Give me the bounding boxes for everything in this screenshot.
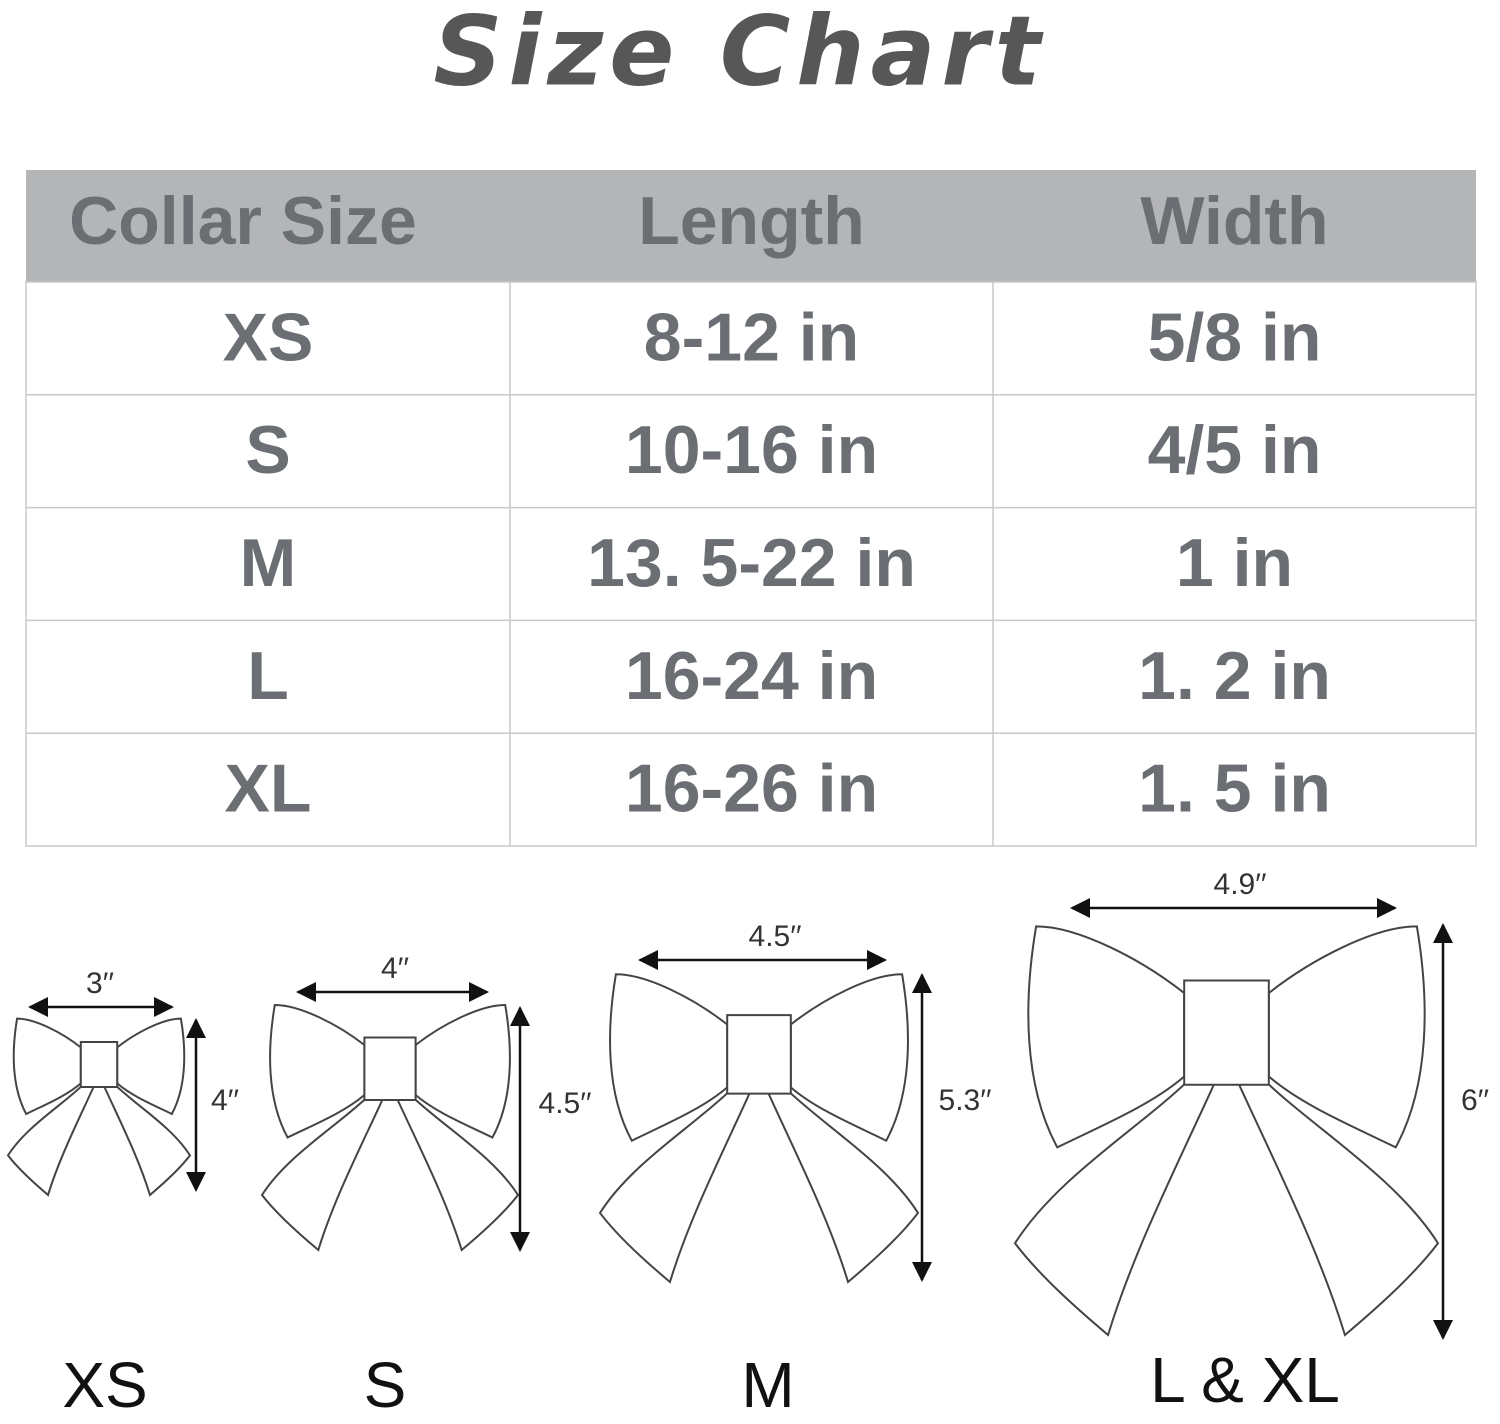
bow-part: [1015, 1076, 1214, 1335]
title: Size Chart: [433, 0, 1046, 107]
bow-part: [600, 1087, 749, 1282]
height-label: 4′′: [211, 1084, 239, 1117]
table-cell: 5/8 in: [1148, 299, 1322, 375]
bow-part: [8, 1083, 94, 1195]
height-label: 6′′: [1461, 1084, 1489, 1117]
bow-part: [104, 1083, 190, 1195]
bow-diagrams: 3′′ 4′′ XS 4′′ 4.5′′ S 4.5′′ 5.3′′ M 4.9′′ 6′′ L & …: [8, 868, 1489, 1421]
table-cell: 10-16 in: [625, 412, 878, 488]
table-cell: XS: [223, 299, 314, 375]
table-cell: 8-12 in: [644, 299, 859, 375]
height-label: 4.5′′: [539, 1087, 592, 1120]
header-cell: Collar Size: [69, 183, 417, 259]
size-label: L & XL: [1150, 1344, 1340, 1416]
bow-knot: [1184, 981, 1269, 1085]
header-bg: [26, 170, 1476, 282]
table-cell: 16-26 in: [625, 751, 878, 827]
bow-part: [1239, 1076, 1438, 1335]
table-cell: 13. 5-22 in: [587, 525, 916, 601]
bow: [262, 1005, 518, 1250]
table-cell: 1. 5 in: [1138, 751, 1331, 827]
table-cell: XL: [225, 751, 312, 827]
bow: [600, 974, 918, 1282]
header-cell: Width: [1140, 183, 1328, 259]
size-label: M: [741, 1349, 794, 1421]
bow: [1015, 926, 1438, 1335]
table-cell: 1. 2 in: [1138, 638, 1331, 714]
bow-part: [1028, 926, 1184, 1147]
table-cell: S: [245, 412, 290, 488]
bow-part: [14, 1019, 81, 1114]
bow-knot: [364, 1038, 415, 1101]
table-border: [25, 281, 1477, 847]
bow-part: [791, 974, 908, 1140]
header-cell: Length: [638, 183, 865, 259]
width-label: 4.9′′: [1214, 868, 1267, 901]
bow-part: [117, 1019, 184, 1114]
bow-part: [398, 1095, 518, 1250]
bow: [8, 1019, 190, 1195]
bow-part: [416, 1005, 510, 1138]
size-label: XS: [62, 1349, 147, 1421]
height-label: 5.3′′: [939, 1084, 992, 1117]
table-cell: 1 in: [1176, 525, 1293, 601]
bow-knot: [727, 1015, 791, 1094]
size-label: S: [364, 1349, 407, 1421]
table-cell: 16-24 in: [625, 638, 878, 714]
width-label: 4.5′′: [749, 920, 802, 953]
width-label: 3′′: [86, 967, 114, 1000]
table-cell: M: [240, 525, 297, 601]
bow-part: [610, 974, 727, 1140]
table-cell: 4/5 in: [1148, 412, 1322, 488]
size-table: Collar Size Length Width XS 8-12 in 5/8 in S 10…: [25, 170, 1477, 847]
bow-part: [1269, 926, 1425, 1147]
bow-part: [769, 1087, 918, 1282]
bow-part: [262, 1095, 382, 1250]
table-cell: L: [247, 638, 289, 714]
bow-knot: [81, 1042, 117, 1087]
bow-part: [270, 1005, 364, 1138]
width-label: 4′′: [381, 952, 409, 985]
